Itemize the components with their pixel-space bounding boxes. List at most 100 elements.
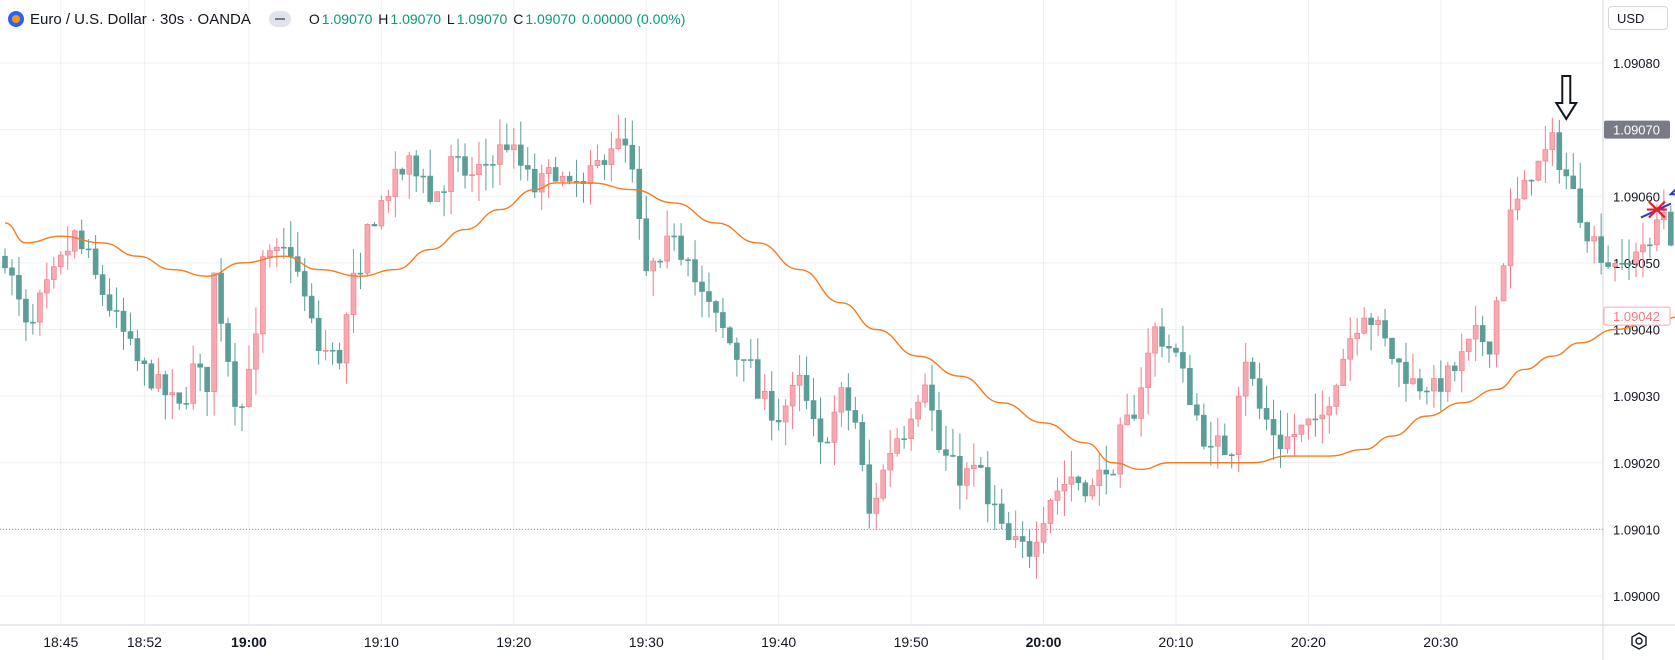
candle-body	[1424, 390, 1430, 393]
candle-body	[1061, 484, 1068, 492]
candle-body	[504, 144, 510, 151]
candle-body	[1117, 424, 1123, 475]
open-value: 1.09070	[321, 11, 373, 27]
candle-body	[134, 338, 141, 362]
candle-body	[30, 321, 36, 324]
currency-dropdown[interactable]: USD	[1608, 6, 1668, 30]
hide-legend-button[interactable]	[268, 11, 291, 27]
candle-body	[699, 281, 705, 292]
candle-body	[1403, 361, 1409, 384]
candle-body	[594, 160, 601, 166]
candle-body	[1173, 347, 1179, 353]
candle-body	[977, 464, 984, 468]
candle-body	[1221, 435, 1228, 455]
candle-body	[1451, 365, 1458, 372]
candle-body	[511, 144, 517, 151]
time-tick-label: 19:10	[364, 634, 399, 650]
candle-body	[1570, 175, 1577, 190]
candle-body	[971, 464, 977, 469]
candle-body	[636, 168, 643, 220]
candle-body	[120, 310, 127, 332]
time-tick-label: 19:30	[629, 634, 664, 650]
candle-body	[1047, 500, 1054, 524]
candle-body	[601, 160, 608, 165]
candle-body	[1228, 454, 1235, 456]
candle-body	[16, 274, 22, 300]
candle-body	[998, 503, 1005, 524]
candle-body	[545, 167, 552, 174]
candle-body	[274, 246, 280, 251]
last-price-label: 1.09070	[1613, 123, 1660, 138]
candle-body	[873, 497, 880, 514]
candle-body	[950, 455, 956, 457]
candle-body	[1152, 326, 1158, 354]
candle-body	[915, 401, 921, 420]
candle-body	[678, 235, 684, 260]
candle-body	[824, 441, 831, 444]
candle-body	[706, 291, 712, 302]
candle-body	[1033, 541, 1040, 557]
candle-body	[427, 175, 433, 202]
candle-body	[1312, 418, 1319, 421]
candle-body	[1640, 244, 1646, 253]
candle-body	[1131, 414, 1137, 419]
candle-body	[1340, 358, 1347, 387]
candle-body	[1458, 351, 1465, 372]
candle-body	[838, 387, 845, 413]
candle-body	[301, 271, 308, 297]
candle-body	[1347, 338, 1354, 360]
candle-body	[720, 312, 726, 329]
price-tick-label: 1.09010	[1613, 522, 1660, 537]
candle-body	[531, 168, 538, 193]
candle-body	[622, 138, 629, 146]
candle-body	[817, 418, 824, 443]
candle-body	[1354, 332, 1360, 339]
candle-body	[1005, 523, 1012, 540]
candle-body	[176, 392, 183, 404]
candle-body	[1563, 169, 1570, 177]
candle-body	[1026, 541, 1033, 557]
candle-body	[1124, 414, 1130, 426]
candle-body	[399, 168, 406, 175]
candle-body	[322, 349, 329, 352]
candle-body	[782, 405, 789, 423]
candle-body	[469, 174, 475, 176]
ma-price-label: 1.09042	[1613, 309, 1660, 324]
symbol-title[interactable]: Euro / U.S. Dollar · 30s · OANDA	[30, 10, 251, 28]
candle-body	[350, 272, 357, 315]
price-tick-label: 1.09080	[1613, 56, 1660, 71]
candle-body	[1214, 435, 1221, 447]
candle-body	[713, 301, 719, 313]
time-tick-label: 19:20	[496, 634, 531, 650]
candle-body	[1096, 469, 1103, 486]
candle-body	[280, 246, 287, 249]
candle-body	[692, 259, 698, 283]
candle-body	[1089, 485, 1096, 497]
candle-body	[894, 438, 900, 454]
candle-body	[1208, 445, 1214, 448]
candle-body	[308, 295, 315, 319]
candle-body	[448, 156, 454, 192]
chart-settings-icon[interactable]	[1630, 632, 1648, 650]
candle-body	[357, 272, 364, 275]
ma-price-badge	[1603, 306, 1671, 326]
time-tick-label: 18:45	[43, 634, 78, 650]
candle-body	[1368, 317, 1374, 326]
candle-body	[1082, 482, 1089, 497]
candle-body	[2, 255, 8, 269]
candle-body	[810, 400, 817, 420]
candle-body	[1605, 262, 1611, 267]
candle-body	[378, 200, 385, 227]
candle-body	[1479, 325, 1486, 343]
candle-body	[1054, 490, 1061, 501]
candle-body	[127, 331, 134, 339]
close-label: C	[513, 11, 524, 27]
cross-marker-annotation	[1646, 200, 1667, 219]
candle-body	[761, 390, 768, 399]
candle-body	[629, 144, 636, 170]
candle-body	[608, 148, 615, 165]
candle-body	[287, 247, 294, 257]
candle-body	[831, 411, 838, 443]
